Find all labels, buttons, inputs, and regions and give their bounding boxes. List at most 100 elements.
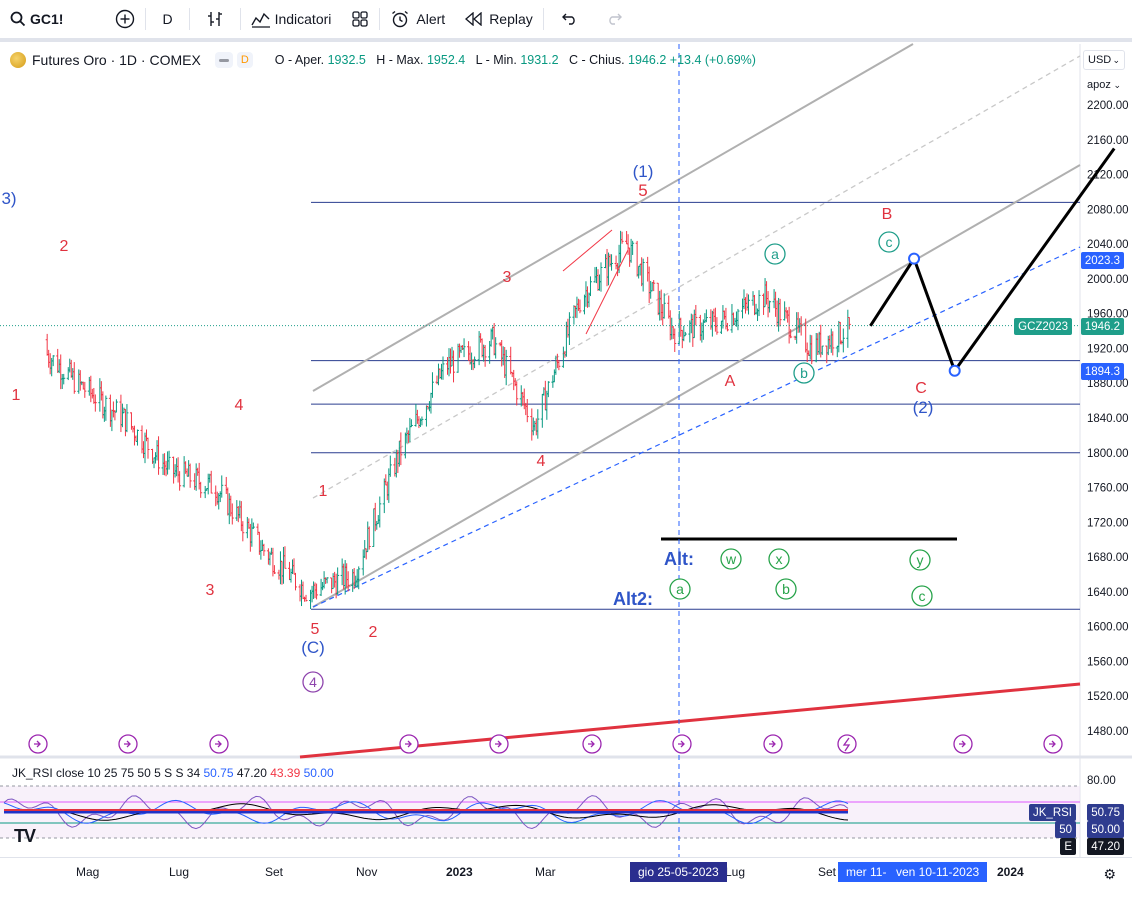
alt-x-circle-circle bbox=[768, 548, 790, 570]
wave-label-a-circle: a bbox=[771, 246, 779, 262]
currency-select[interactable]: USD ⌄ bbox=[1083, 50, 1125, 70]
symbol-price-label: GCZ2023 bbox=[1014, 318, 1072, 335]
arrow-right-icon bbox=[678, 740, 685, 748]
price-tick: 1880.00 bbox=[1087, 378, 1129, 390]
alert-button[interactable]: Alert bbox=[380, 0, 455, 38]
divider bbox=[379, 8, 381, 30]
top-toolbar: GC1! D Indicatori Alert Replay bbox=[0, 0, 1132, 42]
scale-mode-select[interactable]: apoz ⌄ bbox=[1083, 76, 1125, 94]
rsi-e-label: E bbox=[1060, 838, 1076, 855]
rsi-value-label: 50.75 bbox=[1087, 804, 1124, 821]
delayed-badge[interactable]: D bbox=[236, 52, 253, 68]
rsi-50-label: 50 bbox=[1055, 821, 1076, 838]
arrow-right-icon bbox=[959, 740, 966, 748]
projection-target-point[interactable] bbox=[908, 252, 921, 265]
interval-label: D bbox=[162, 11, 173, 27]
range-end-label: ven 10-11-2023 bbox=[888, 862, 988, 882]
trend-dashed-line[interactable] bbox=[312, 246, 1081, 608]
chevron-down-icon: ⌄ bbox=[1112, 54, 1120, 65]
rsi-params: close 10 25 75 50 5 S S 34 bbox=[56, 766, 201, 780]
currency-label: USD bbox=[1088, 54, 1112, 66]
redo-button[interactable] bbox=[596, 0, 632, 38]
divider bbox=[188, 8, 190, 30]
rsi-name: JK_RSI bbox=[12, 766, 53, 780]
price-tick: 1760.00 bbox=[1087, 483, 1129, 495]
compare-button[interactable] bbox=[105, 0, 145, 38]
replay-label: Replay bbox=[489, 11, 533, 27]
symbol-search-button[interactable]: GC1! bbox=[0, 0, 73, 38]
undo-icon bbox=[561, 13, 575, 25]
tradingview-logo[interactable]: TV bbox=[14, 826, 36, 846]
wave-label-1-left: 1 bbox=[12, 387, 21, 404]
wave-label-C-paren: (C) bbox=[301, 638, 325, 657]
price-tick: 1840.00 bbox=[1087, 413, 1129, 425]
rsi-value-3: 43.39 bbox=[270, 766, 301, 780]
alt-label: Alt: bbox=[664, 549, 694, 569]
projection-path[interactable] bbox=[869, 147, 1116, 374]
replay-button[interactable]: Replay bbox=[455, 0, 543, 38]
projection-low-point[interactable] bbox=[948, 364, 961, 377]
wave-label-1: (1) bbox=[633, 162, 654, 181]
indicators-label: Indicatori bbox=[274, 11, 332, 27]
lightning-marker-icon[interactable] bbox=[837, 734, 857, 754]
arrow-right-icon bbox=[124, 740, 131, 748]
time-tick: Set bbox=[265, 865, 284, 879]
redo-icon bbox=[609, 13, 622, 25]
rsi-tick: 80.00 bbox=[1087, 775, 1116, 787]
wave-label-3-mid: 3 bbox=[503, 269, 512, 286]
red-trend-line[interactable] bbox=[299, 682, 1081, 759]
time-tick: Lug bbox=[169, 865, 190, 879]
chart-type-button[interactable] bbox=[190, 0, 240, 38]
wave-label-b-circle-circle bbox=[793, 362, 815, 384]
range-start-label: mer 11- bbox=[838, 862, 895, 882]
undo-button[interactable] bbox=[544, 0, 596, 38]
chart-legend: Futures Oro · 1D · COMEX D O - Aper. 193… bbox=[10, 50, 756, 70]
rsi-value-1: 50.75 bbox=[203, 766, 234, 780]
open-value: 1932.5 bbox=[327, 53, 366, 67]
wave-label-c-circle-circle bbox=[878, 231, 900, 253]
arrow-right-icon bbox=[1049, 740, 1056, 748]
chart-title[interactable]: Futures Oro · 1D · COMEX bbox=[32, 52, 201, 68]
price-tick: 1600.00 bbox=[1087, 622, 1129, 634]
layouts-button[interactable] bbox=[341, 0, 379, 38]
price-tick: 2200.00 bbox=[1087, 100, 1129, 112]
alt-c-circle: c bbox=[919, 588, 926, 604]
visibility-toggle[interactable] bbox=[214, 52, 233, 68]
price-tick: 1720.00 bbox=[1087, 517, 1129, 529]
rsi-name-label: JK_RSI bbox=[1029, 804, 1076, 821]
interval-button[interactable]: D bbox=[146, 0, 188, 38]
last-price-label: 1946.2 bbox=[1080, 318, 1124, 335]
arrow-right-icon bbox=[769, 740, 776, 748]
price-tick: 1640.00 bbox=[1087, 587, 1129, 599]
settings-gear-icon[interactable]: ⚙ bbox=[1103, 866, 1116, 882]
target-price-label: 2023.3 bbox=[1080, 252, 1124, 269]
time-axis[interactable]: Mag Lug Set Nov 2023 Mar Lug Set 2024 gi… bbox=[0, 857, 1132, 898]
alt2-label: Alt2: bbox=[613, 589, 653, 609]
red-wedge-line bbox=[585, 249, 629, 335]
rsi-legend[interactable]: JK_RSI close 10 25 75 50 5 S S 34 50.75 … bbox=[12, 766, 334, 780]
time-tick: Mag bbox=[76, 865, 100, 879]
alt-b-circle-circle bbox=[775, 578, 797, 600]
time-tick: Set bbox=[818, 865, 837, 879]
wave-label-1-mid: 1 bbox=[319, 483, 328, 500]
price-tick: 1920.00 bbox=[1087, 343, 1129, 355]
indicators-button[interactable]: Indicatori bbox=[241, 0, 342, 38]
low-value: 1931.2 bbox=[520, 53, 559, 67]
time-tick: Lug bbox=[725, 865, 746, 879]
channel-lower-line[interactable] bbox=[312, 164, 1081, 608]
alt-w-circle-circle bbox=[720, 548, 742, 570]
gold-logo-icon bbox=[10, 52, 26, 68]
close-value: 1946.2 bbox=[628, 53, 667, 67]
arrow-right-icon bbox=[495, 740, 502, 748]
channel-mid-line[interactable] bbox=[312, 55, 1081, 499]
ohlc-values: O - Aper. 1932.5 H - Max. 1952.4 L - Min… bbox=[275, 53, 756, 67]
bars-icon bbox=[207, 12, 222, 26]
alt-b-circle: b bbox=[782, 581, 790, 597]
rsi-value-4: 50.00 bbox=[303, 766, 334, 780]
low-price-label: 1894.3 bbox=[1080, 363, 1124, 380]
wave-label-4-circle: 4 bbox=[309, 674, 317, 690]
arrow-right-icon bbox=[215, 740, 222, 748]
channel-upper-line[interactable] bbox=[312, 43, 914, 392]
wave-label-2-low: 2 bbox=[369, 624, 378, 641]
